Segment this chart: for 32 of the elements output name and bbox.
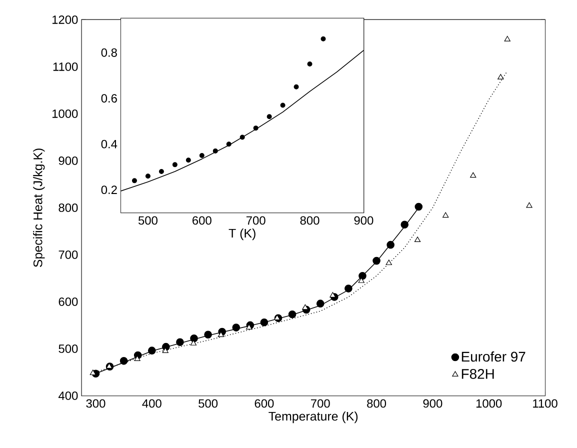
legend-label: Eurofer 97 — [462, 351, 526, 362]
x-tick-label: 800 — [300, 216, 320, 225]
y-tick-label: 0.4 — [101, 140, 118, 148]
y-tick-label: 0.6 — [101, 94, 117, 103]
y-tick-label: 900 — [58, 156, 78, 165]
x-tick-label: 1000 — [476, 399, 502, 408]
y-tick-label: 500 — [58, 344, 78, 353]
y-axis-title: Specific Heat (J/kg.K) — [33, 148, 45, 268]
x-tick-label: 900 — [423, 399, 442, 408]
y-tick-label: 1000 — [52, 109, 78, 118]
x-tick-label: 700 — [246, 216, 266, 225]
y-tick-label: 700 — [58, 250, 78, 259]
y-tick-label: 0.2 — [101, 186, 117, 194]
x-tick-label: 1100 — [533, 399, 558, 408]
y-tick-label: 400 — [58, 391, 78, 400]
x-axis-title: T (K) — [228, 228, 256, 240]
y-tick-label: 1100 — [53, 62, 78, 71]
x-tick-label: 800 — [367, 399, 386, 408]
x-tick-label: 500 — [138, 216, 158, 225]
x-tick-label: 600 — [254, 399, 274, 408]
x-tick-label: 900 — [354, 216, 374, 225]
legend-label: F82H — [462, 368, 494, 379]
y-tick-label: 0.8 — [101, 48, 117, 57]
y-tick-label: 1200 — [52, 15, 78, 24]
y-tick-label: 600 — [58, 297, 78, 306]
x-tick-label: 700 — [311, 399, 330, 408]
x-axis-title: Temperature (K) — [268, 412, 358, 424]
x-tick-label: 400 — [142, 399, 162, 408]
x-tick-label: 300 — [86, 399, 106, 408]
x-tick-label: 600 — [192, 216, 212, 225]
x-tick-label: 500 — [198, 399, 218, 408]
y-tick-label: 800 — [58, 203, 78, 212]
